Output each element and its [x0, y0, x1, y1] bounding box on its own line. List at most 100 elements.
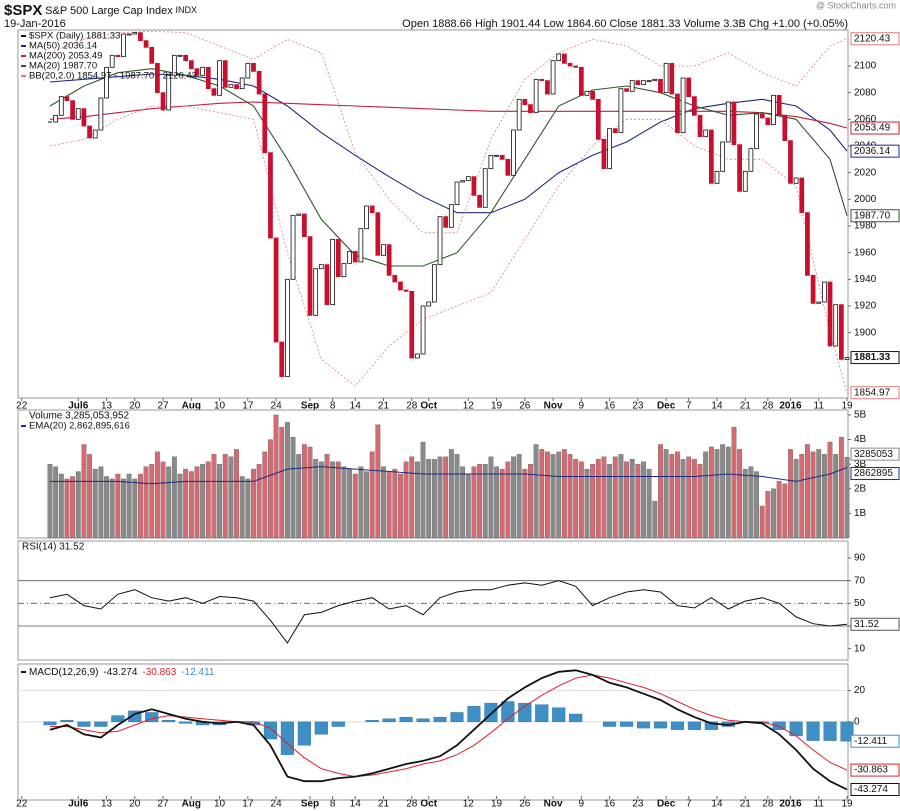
macd-value: -43.274 [103, 667, 137, 678]
x-tick-label: Sep [301, 401, 319, 412]
candle [381, 244, 386, 256]
volume-bar [522, 468, 528, 539]
candle [160, 92, 166, 111]
volume-bar [838, 436, 844, 539]
candle [680, 77, 686, 134]
x-tick-label: 22 [16, 401, 28, 412]
candle [838, 304, 844, 360]
candle [629, 80, 635, 92]
x-tick-label: 28 [406, 401, 418, 412]
volume-bar [567, 454, 573, 539]
histogram-bar [128, 710, 142, 723]
histogram-bar [331, 721, 345, 727]
volume-bar [392, 468, 398, 539]
y-tick-label: 10 [854, 643, 866, 654]
volume-bar [245, 478, 251, 539]
volume-bar [703, 451, 709, 539]
volume-bar [601, 456, 607, 539]
histogram-bar [840, 721, 854, 742]
candle [663, 62, 669, 94]
x-tick-label: 10 [214, 401, 226, 412]
volume-bar [194, 466, 200, 539]
histogram-bar [162, 720, 176, 723]
x-tick-label: 14 [350, 799, 362, 810]
volume-bar [624, 461, 629, 539]
candle [641, 80, 646, 86]
last-value-box [850, 386, 900, 400]
legend-label: MA(50) 2036.14 [29, 41, 97, 52]
volume-bar [188, 471, 194, 539]
volume-bar [833, 454, 839, 539]
histogram-bar [653, 721, 668, 729]
candle [669, 62, 675, 95]
histogram-bar [365, 720, 379, 723]
x-tick-label: Dec [657, 401, 676, 412]
volume-bar [279, 427, 285, 539]
histogram-bar [450, 712, 464, 723]
volume-bar [273, 414, 279, 539]
volume-bar [58, 473, 64, 539]
volume-bar [652, 500, 658, 539]
x-tick-label: 20 [129, 799, 141, 810]
last-value-label: -30.863 [854, 765, 888, 776]
y-tick-label: 1940 [854, 274, 877, 285]
candle [183, 54, 189, 62]
candle [816, 301, 822, 304]
symbol: $SPX [4, 2, 42, 19]
y-tick-label: 5B [854, 410, 867, 421]
date: 19-Jan-2016 [4, 18, 66, 30]
credit: @ StockCharts.com [816, 0, 896, 10]
candle [454, 181, 460, 206]
volume-bar [420, 441, 426, 539]
histogram-bar [43, 721, 57, 726]
volume-bar [369, 451, 375, 539]
candle [273, 237, 279, 343]
volume-bar [545, 451, 550, 539]
volume-bar [754, 471, 759, 539]
volume-bar [341, 466, 347, 539]
candle [296, 213, 302, 216]
volume-bar [296, 454, 302, 539]
candle [573, 65, 579, 68]
x-tick-label: 7 [686, 799, 692, 810]
candle [375, 212, 381, 256]
volume-bar [663, 449, 669, 539]
last-value-label: 2053.49 [854, 123, 891, 134]
x-tick-label: Oct [420, 799, 437, 810]
volume-bar [149, 464, 155, 539]
candle [138, 32, 143, 42]
candle [234, 84, 239, 90]
candle [313, 268, 319, 316]
last-value-label: -12.411 [854, 736, 888, 747]
candle [765, 117, 771, 126]
x-tick-label: 26 [519, 799, 531, 810]
y-tick-label: 2020 [854, 167, 877, 178]
volume-bar [488, 456, 494, 539]
x-tick-label: 22 [16, 799, 28, 810]
histogram-bar [823, 721, 837, 741]
volume-bar [816, 449, 822, 539]
volume-bar [205, 461, 211, 539]
panel-title: RSI(14) 31.52 [22, 542, 85, 553]
candle [81, 108, 87, 127]
x-tick-label: 19 [491, 799, 503, 810]
x-tick-label: 19 [841, 799, 853, 810]
candle [799, 177, 805, 214]
candle [714, 170, 720, 184]
volume-bar [228, 456, 234, 539]
candle [776, 94, 782, 116]
x-tick-label: Dec [657, 799, 676, 810]
volume-bar [234, 449, 239, 539]
histogram-bar [77, 721, 91, 727]
panel-frame [17, 540, 849, 661]
volume-bar [499, 468, 505, 539]
x-tick-label: 20 [129, 401, 141, 412]
x-tick-label: 17 [242, 401, 254, 412]
candle [352, 250, 358, 263]
candle [239, 77, 245, 90]
volume-bar [307, 446, 313, 539]
x-tick-label: 28 [762, 799, 774, 810]
legend-label: $SPX (Daily) 1881.33 [29, 31, 120, 42]
candle [607, 128, 612, 170]
volume-bar [121, 478, 126, 539]
